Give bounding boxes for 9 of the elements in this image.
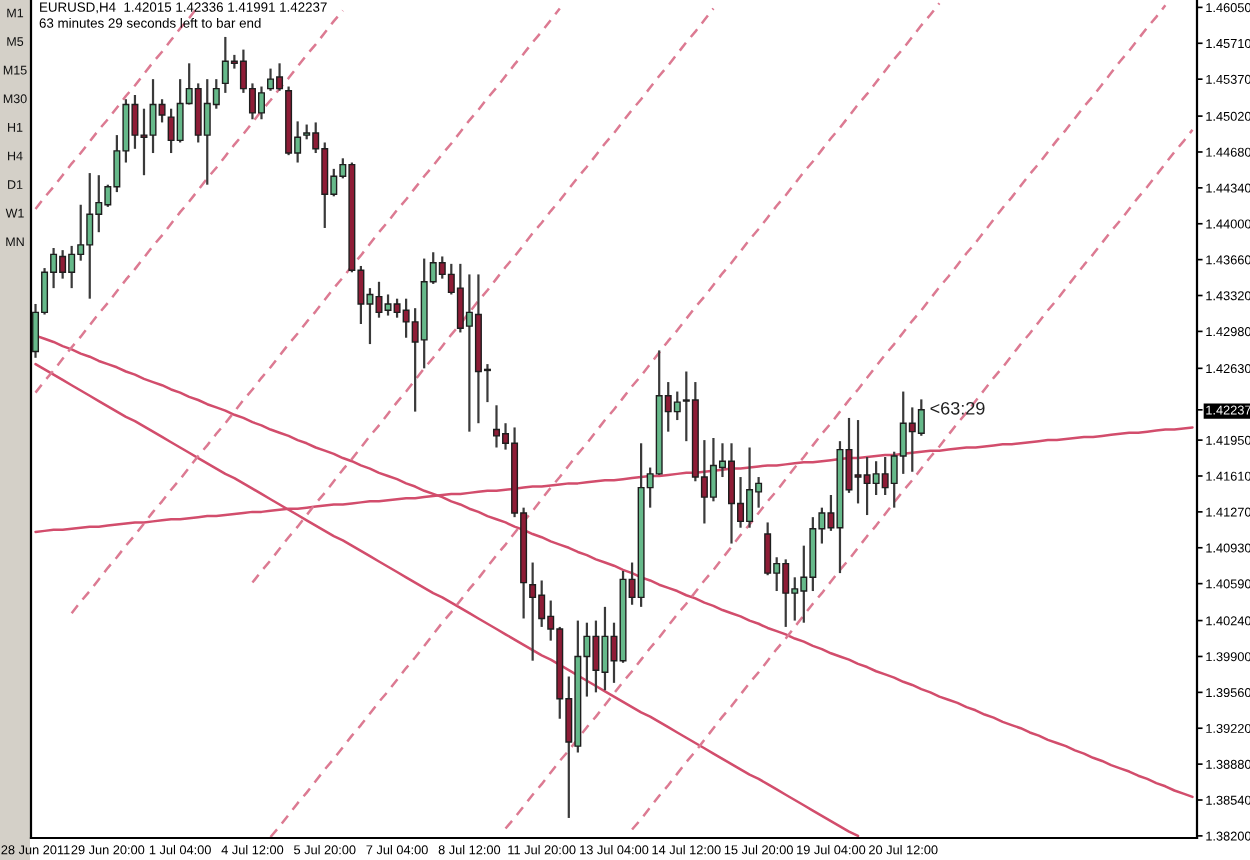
candlestick <box>529 561 537 662</box>
line-series <box>504 4 1167 830</box>
line-series <box>630 128 1194 831</box>
candlestick <box>267 67 275 92</box>
candlestick <box>917 398 925 437</box>
annotation: <63:29 <box>930 401 985 415</box>
line-series <box>34 9 345 394</box>
candlestick <box>257 85 265 121</box>
candlestick <box>764 521 772 577</box>
